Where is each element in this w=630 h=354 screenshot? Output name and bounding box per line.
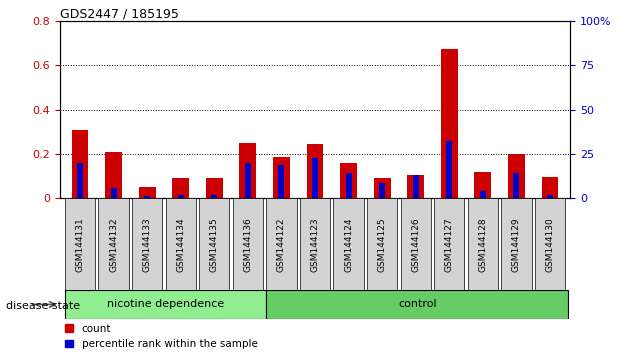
FancyBboxPatch shape — [434, 198, 464, 290]
Text: GDS2447 / 185195: GDS2447 / 185195 — [60, 7, 179, 20]
Bar — [307, 144, 323, 198]
Bar — [144, 196, 150, 198]
Text: GSM144130: GSM144130 — [546, 217, 554, 272]
FancyBboxPatch shape — [232, 198, 263, 290]
Bar — [345, 173, 352, 198]
Text: nicotine dependence: nicotine dependence — [107, 299, 224, 309]
Bar — [110, 188, 117, 198]
FancyBboxPatch shape — [132, 198, 163, 290]
FancyBboxPatch shape — [266, 290, 568, 319]
Text: GSM144125: GSM144125 — [377, 217, 387, 272]
Bar — [374, 178, 391, 198]
Bar — [513, 173, 520, 198]
FancyBboxPatch shape — [65, 198, 95, 290]
Bar — [312, 159, 318, 198]
FancyBboxPatch shape — [98, 198, 129, 290]
Bar — [245, 163, 251, 198]
Bar — [178, 195, 184, 198]
Bar — [408, 175, 424, 198]
Text: GSM144131: GSM144131 — [76, 217, 84, 272]
Bar — [441, 49, 457, 198]
Text: GSM144126: GSM144126 — [411, 217, 420, 272]
Bar — [413, 175, 419, 198]
Text: GSM144129: GSM144129 — [512, 217, 521, 272]
Bar — [547, 195, 553, 198]
FancyBboxPatch shape — [266, 198, 297, 290]
Text: GSM144132: GSM144132 — [109, 217, 118, 272]
Text: GSM144133: GSM144133 — [142, 217, 152, 272]
Bar — [480, 191, 486, 198]
FancyBboxPatch shape — [501, 198, 532, 290]
Text: GSM144123: GSM144123 — [311, 217, 319, 272]
Text: GSM144127: GSM144127 — [445, 217, 454, 272]
Bar — [278, 166, 285, 198]
Bar — [77, 163, 83, 198]
FancyBboxPatch shape — [535, 198, 565, 290]
Bar — [211, 195, 217, 198]
Bar — [206, 178, 222, 198]
FancyBboxPatch shape — [166, 198, 196, 290]
Bar — [105, 152, 122, 198]
Text: GSM144124: GSM144124 — [344, 217, 353, 272]
FancyBboxPatch shape — [401, 198, 431, 290]
Text: GSM144122: GSM144122 — [277, 217, 286, 272]
FancyBboxPatch shape — [333, 198, 364, 290]
Text: disease state: disease state — [6, 301, 81, 311]
Bar — [508, 154, 525, 198]
Text: control: control — [398, 299, 437, 309]
Bar — [173, 178, 189, 198]
Bar — [474, 172, 491, 198]
FancyBboxPatch shape — [65, 290, 266, 319]
Text: GSM144135: GSM144135 — [210, 217, 219, 272]
Bar — [542, 177, 558, 198]
Bar — [72, 130, 88, 198]
Text: GSM144134: GSM144134 — [176, 217, 185, 272]
Legend: count, percentile rank within the sample: count, percentile rank within the sample — [65, 324, 258, 349]
Bar — [139, 187, 156, 198]
Text: GSM144136: GSM144136 — [243, 217, 253, 272]
Text: GSM144128: GSM144128 — [478, 217, 488, 272]
Bar — [273, 157, 290, 198]
FancyBboxPatch shape — [199, 198, 229, 290]
FancyBboxPatch shape — [467, 198, 498, 290]
FancyBboxPatch shape — [367, 198, 398, 290]
Bar — [239, 143, 256, 198]
Bar — [379, 183, 385, 198]
Bar — [340, 163, 357, 198]
FancyBboxPatch shape — [300, 198, 330, 290]
Bar — [446, 141, 452, 198]
